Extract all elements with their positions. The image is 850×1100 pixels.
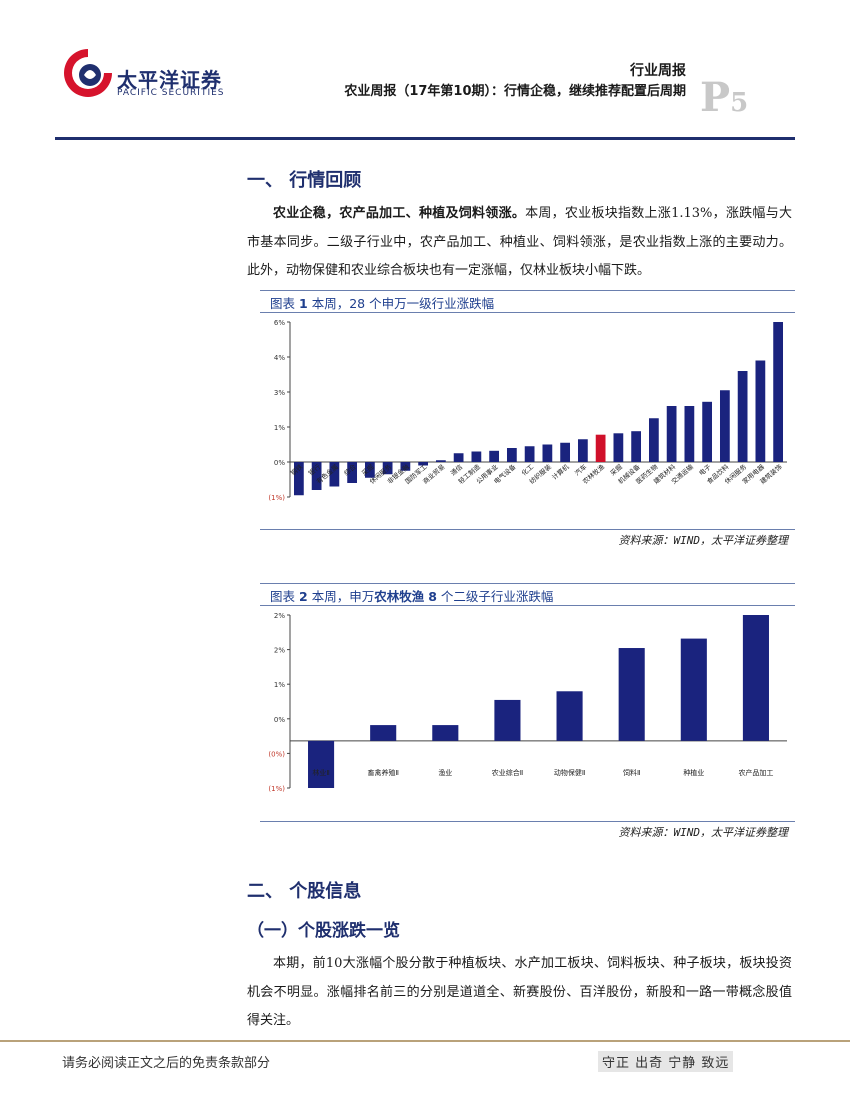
figure2-top-rule	[260, 583, 795, 584]
bar	[494, 699, 521, 741]
y-tick-label: 1%	[274, 681, 285, 689]
footer-motto: 守正 出奇 宁静 致远	[598, 1051, 734, 1072]
x-category-label: 渔业	[438, 768, 452, 777]
y-tick-label: (1%)	[268, 494, 285, 502]
bar	[560, 442, 571, 462]
bar	[400, 462, 411, 471]
figure1-source: 资料来源：WIND，太平洋证券整理	[618, 534, 789, 547]
x-category-label: 畜禽养殖Ⅱ	[367, 768, 398, 777]
y-tick-label: 0%	[274, 459, 285, 467]
footer-disclaimer: 请务必阅读正文之后的免责条款部分	[62, 1056, 271, 1071]
paragraph-lead: 农业企稳，农产品加工、种植及饲料领涨。	[273, 206, 526, 221]
company-logo-english: PACIFIC SECURITIES	[117, 88, 225, 98]
page-number: P5	[700, 74, 749, 121]
report-type: 行业周报	[630, 63, 686, 79]
y-tick-label: 4%	[274, 354, 285, 362]
y-tick-label: 0%	[274, 716, 285, 724]
bar	[702, 401, 713, 462]
market-review-paragraph: 农业企稳，农产品加工、种植及饲料领涨。本周，农业板块指数上涨1.13%，涨跌幅与…	[247, 200, 792, 286]
bar	[382, 462, 393, 475]
bar	[631, 431, 642, 462]
bar	[489, 450, 500, 462]
bar	[432, 725, 459, 741]
bar	[595, 434, 606, 462]
figure1-bottom-rule	[260, 529, 795, 530]
figure1-title-rule	[260, 312, 795, 313]
figure1-title: 图表 1 本周，28 个申万一级行业涨跌幅	[270, 296, 495, 311]
footer-divider	[0, 1040, 850, 1042]
figure2-bottom-rule	[260, 821, 795, 822]
subheading-stock-moves: （一）个股涨跌一览	[247, 921, 400, 941]
bar	[542, 444, 553, 462]
bar	[453, 453, 464, 462]
figure2-title: 图表 2 本周，申万农林牧渔 8 个二级子行业涨跌幅	[270, 589, 554, 604]
bar	[680, 638, 707, 741]
y-tick-label: (1%)	[268, 785, 285, 793]
bar	[648, 418, 659, 462]
bar	[347, 462, 358, 483]
bar	[773, 322, 784, 462]
bar	[293, 462, 304, 496]
y-tick-label: 2%	[274, 647, 285, 655]
paragraph-body: 本周，农业板块指数上涨1.13%，涨跌幅与大市基本同步。二级子行业中，农产品加工…	[247, 206, 792, 278]
y-tick-label: 2%	[274, 612, 285, 620]
report-title: 农业周报（17年第10期）：行情企稳，继续推荐配置后周期	[344, 84, 686, 99]
y-tick-label: 3%	[274, 389, 285, 397]
bar	[435, 460, 446, 462]
bar	[755, 360, 766, 462]
bar	[524, 446, 535, 462]
company-logo-text: 太平洋证券	[117, 68, 222, 92]
bar	[684, 406, 695, 462]
bar	[311, 462, 322, 490]
x-category-label: 动物保健Ⅱ	[554, 768, 585, 777]
bar	[666, 406, 677, 462]
figure1-top-rule	[260, 290, 795, 291]
x-category-label: 农产品加工	[738, 768, 773, 777]
y-tick-label: 6%	[274, 319, 285, 327]
stock-moves-paragraph: 本期，前10大涨幅个股分散于种植板块、水产加工板块、饲料板块、种子板块，板块投资…	[247, 956, 792, 1028]
x-category-label: 计算机	[550, 462, 571, 482]
bar	[719, 390, 730, 462]
company-logo-mark	[64, 49, 112, 97]
bar	[418, 462, 429, 466]
bar	[506, 448, 517, 462]
y-tick-label: 1%	[274, 424, 285, 432]
x-category-label: 农业综合Ⅱ	[492, 768, 523, 777]
bar	[308, 740, 335, 788]
bar	[556, 691, 583, 741]
figure2-bar-chart: 2% 2% 1% 0% (0%) (1%) 林业Ⅱ 畜禽养殖Ⅱ 渔业 农业综合Ⅱ 动物保健Ⅱ 饲料Ⅱ 种…	[268, 612, 787, 793]
section-heading-market-review: 一、 行情回顾	[247, 170, 362, 191]
header-divider	[55, 137, 795, 140]
section-heading-stock-info: 二、 个股信息	[247, 881, 362, 902]
bar	[737, 371, 748, 462]
bar	[329, 462, 340, 487]
figure2-title-rule	[260, 605, 795, 606]
y-tick-label: (0%)	[268, 750, 285, 758]
bar	[742, 615, 769, 741]
bar	[618, 648, 645, 741]
bar	[364, 462, 375, 478]
bar	[471, 451, 482, 462]
bar	[613, 433, 624, 462]
figure2-source: 资料来源：WIND，太平洋证券整理	[618, 826, 789, 839]
x-category-label: 饲料Ⅱ	[623, 768, 640, 777]
x-category-label: 种植业	[683, 768, 704, 777]
bar	[577, 439, 588, 462]
bar	[370, 725, 397, 741]
x-category-label: 林业Ⅱ	[312, 768, 329, 777]
